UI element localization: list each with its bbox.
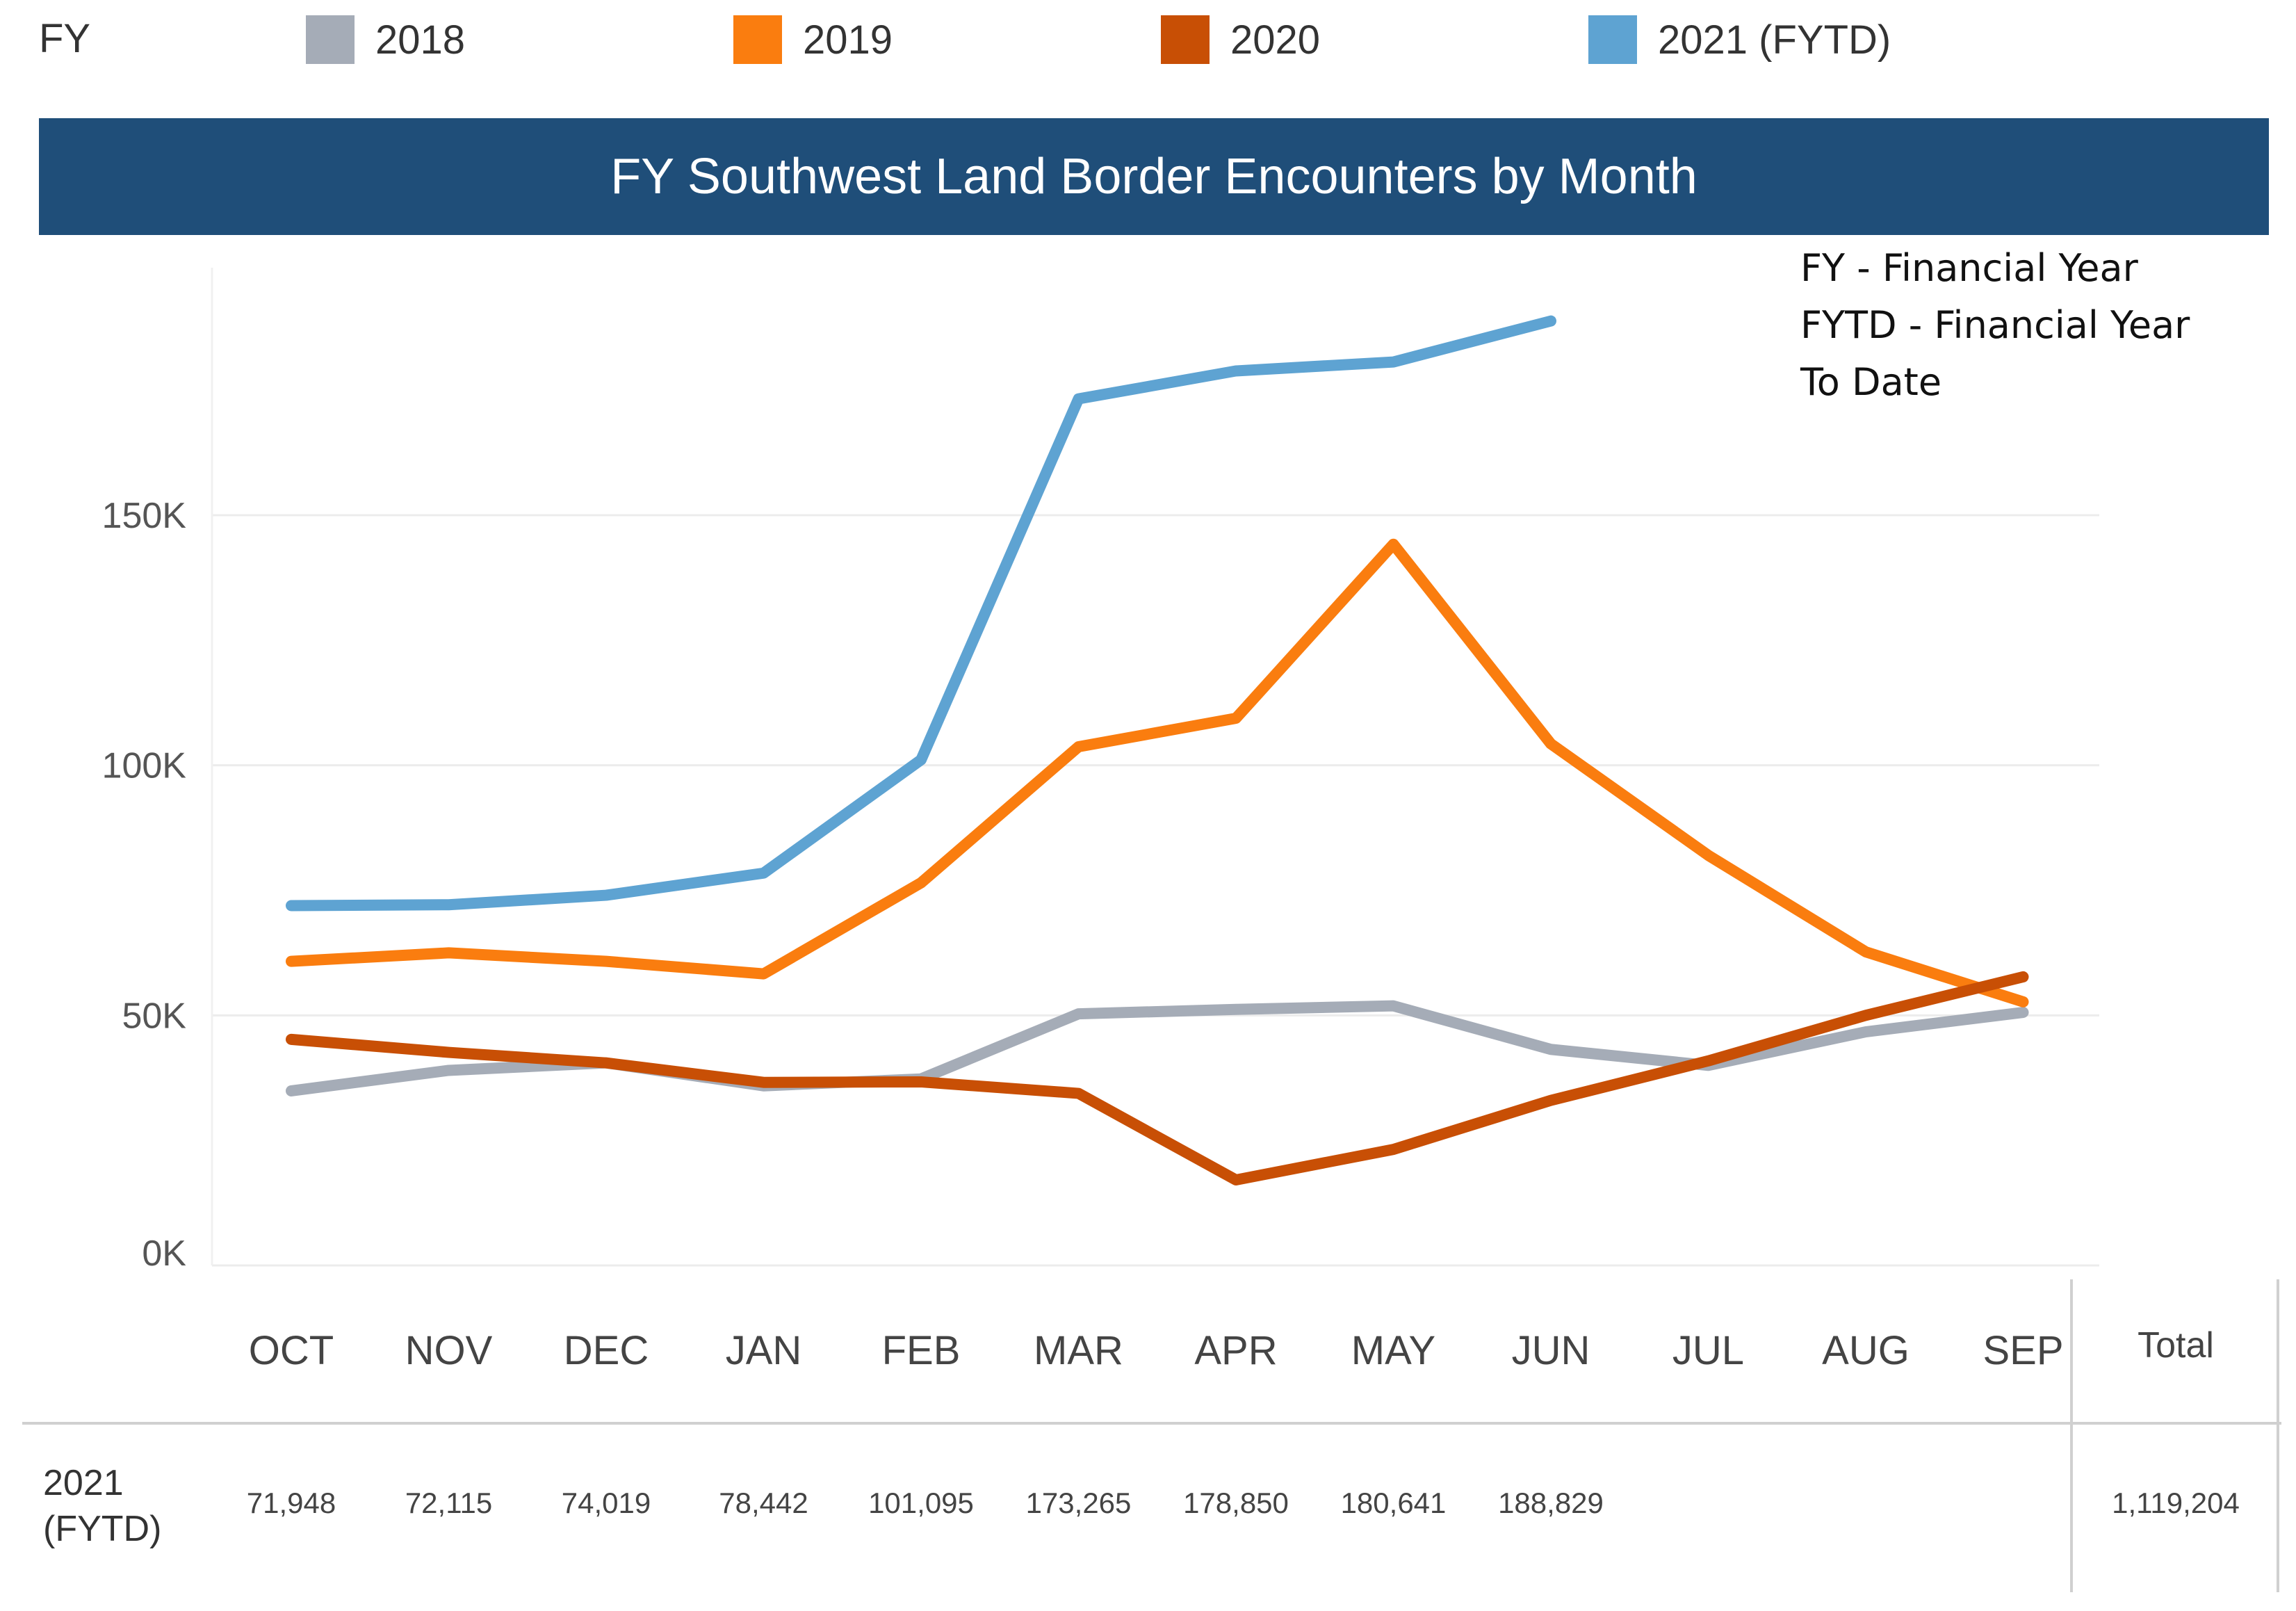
x-tick-label-oct: OCT: [249, 1328, 334, 1373]
abbreviation-note: FY - Financial Year FYTD - Financial Yea…: [1800, 240, 2190, 411]
legend-item-2019[interactable]: 2019: [733, 15, 893, 64]
legend-swatch-2021: [1588, 15, 1637, 64]
x-tick-label-mar: MAR: [1034, 1328, 1123, 1373]
x-tick-label-apr: APR: [1194, 1328, 1277, 1373]
legend-title: FY: [39, 16, 91, 61]
x-tick-label-nov: NOV: [405, 1328, 493, 1373]
x-tick-label-feb: FEB: [882, 1328, 961, 1373]
series-line-2021[interactable]: [286, 315, 1556, 912]
y-axis: 0K 50K 100K 150K: [102, 496, 187, 1274]
legend-label-2019: 2019: [803, 17, 893, 63]
y-tick-label: 150K: [102, 496, 187, 536]
y-tick-label: 0K: [142, 1233, 186, 1274]
x-tick-label-may: MAY: [1351, 1328, 1435, 1373]
grid-lines: [211, 268, 2099, 1267]
series-line-2019[interactable]: [286, 538, 2029, 1007]
legend-swatch-2020: [1161, 15, 1210, 64]
legend-item-2018[interactable]: 2018: [306, 15, 465, 64]
x-tick-label-sep: SEP: [1982, 1328, 2063, 1373]
x-tick-label-aug: AUG: [1822, 1328, 1910, 1373]
legend-label-2020: 2020: [1230, 17, 1321, 63]
legend-swatch-2018: [306, 15, 355, 64]
x-tick-label-dec: DEC: [564, 1328, 649, 1373]
legend-label-2021: 2021 (FYTD): [1658, 17, 1891, 63]
note-line-fytd: FYTD - Financial Year: [1800, 303, 2190, 347]
legend-swatch-2019: [733, 15, 782, 64]
legend-item-2021[interactable]: 2021 (FYTD): [1588, 15, 1891, 64]
x-tick-label-jun: JUN: [1512, 1328, 1590, 1373]
y-tick-label: 100K: [102, 746, 187, 786]
legend: FY 2018 2019 2020 2021 (FYTD): [0, 0, 2296, 83]
note-line-fy: FY - Financial Year: [1800, 246, 2138, 290]
series-line-2020[interactable]: [286, 971, 2029, 1185]
series-lines: [286, 315, 2029, 1185]
x-tick-label-jan: JAN: [726, 1328, 802, 1373]
chart-title-bar: FY Southwest Land Border Encounters by M…: [39, 118, 2269, 235]
x-axis: OCT NOV DEC JAN FEB MAR APR MAY JUN JUL AUG SEP: [249, 1328, 2064, 1373]
chart-title: FY Southwest Land Border Encounters by M…: [610, 149, 1697, 204]
x-tick-label-jul: JUL: [1672, 1328, 1744, 1373]
legend-item-2020[interactable]: 2020: [1161, 15, 1320, 64]
note-line-to-date: To Date: [1800, 360, 1942, 404]
legend-label-2018: 2018: [375, 17, 466, 63]
y-tick-label: 50K: [122, 996, 186, 1036]
